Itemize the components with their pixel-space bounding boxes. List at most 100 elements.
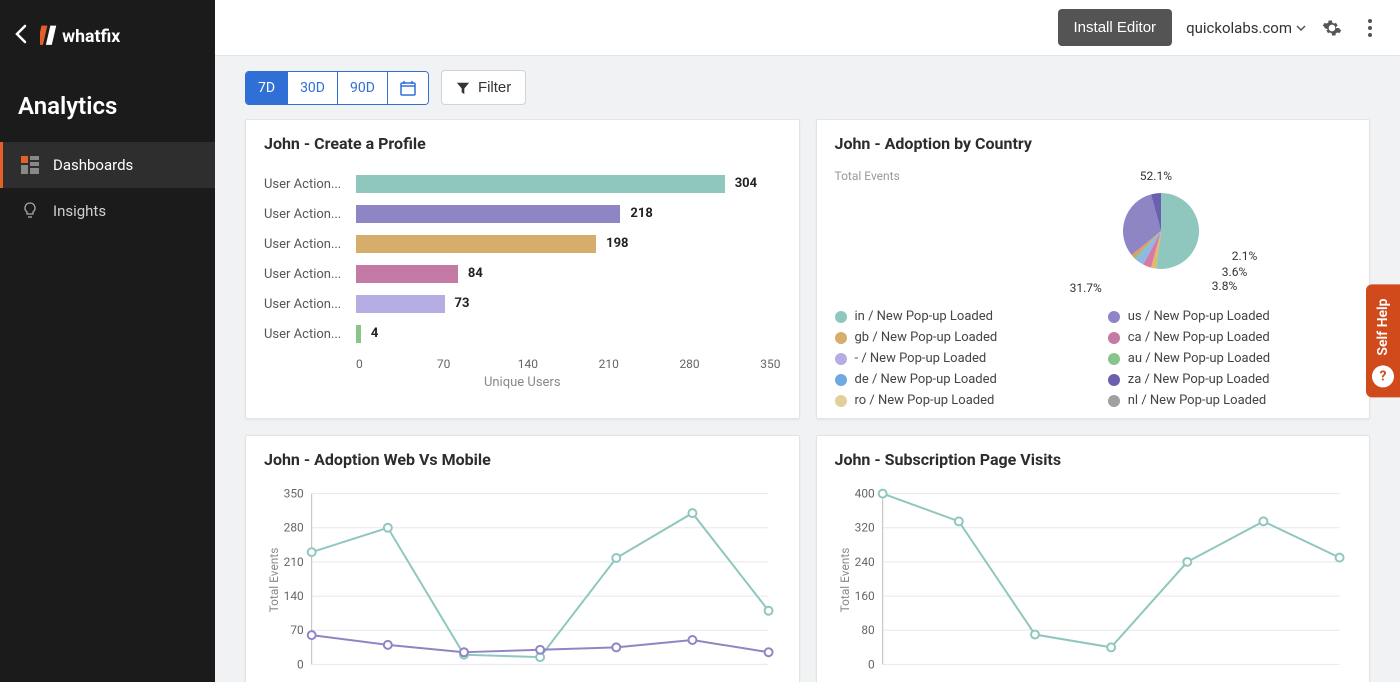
main: Install Editor quickolabs.com 7D30D90D F… [215, 0, 1400, 682]
sidebar-item-label: Dashboards [53, 156, 133, 174]
topbar: Install Editor quickolabs.com [215, 0, 1400, 56]
bar-value: 73 [455, 295, 470, 313]
sidebar-title: Analytics [0, 64, 215, 142]
domain-dropdown[interactable]: quickolabs.com [1186, 19, 1306, 37]
self-help-tab[interactable]: Self Help ? [1366, 284, 1400, 397]
legend-label: ro / New Pop-up Loaded [855, 393, 995, 408]
back-icon[interactable] [14, 24, 28, 49]
card-title: John - Adoption by Country [835, 134, 1352, 153]
legend-item: ca / New Pop-up Loaded [1108, 330, 1351, 345]
filter-icon [456, 81, 470, 95]
legend-item: us / New Pop-up Loaded [1108, 309, 1351, 324]
svg-text:Total Events: Total Events [267, 548, 281, 613]
legend-swatch [1108, 353, 1120, 365]
card-line-subscription: John - Subscription Page Visits 0 80 160 24… [816, 435, 1371, 682]
pie-callout: 3.8% [1212, 279, 1237, 293]
svg-text:210: 210 [284, 555, 304, 569]
card-title: John - Create a Profile [264, 134, 781, 153]
bar-label: User Action... [264, 207, 356, 222]
svg-text:0: 0 [297, 657, 304, 671]
dashboard-icon [21, 156, 39, 174]
card-title: John - Adoption Web Vs Mobile [264, 450, 781, 469]
legend-label: za / New Pop-up Loaded [1128, 372, 1270, 387]
bar-value: 218 [630, 205, 652, 223]
calendar-icon[interactable] [388, 72, 428, 104]
legend-item: - / New Pop-up Loaded [835, 351, 1078, 366]
legend-swatch [835, 395, 847, 407]
domain-label: quickolabs.com [1186, 19, 1292, 37]
more-icon[interactable] [1358, 16, 1382, 40]
svg-text:whatfix: whatfix [62, 27, 120, 47]
bar-label: User Action... [264, 177, 356, 192]
legend-label: in / New Pop-up Loaded [855, 309, 993, 324]
range-7d[interactable]: 7D [246, 72, 288, 104]
bar-row: User Action... 218 [264, 199, 781, 229]
filter-label: Filter [478, 79, 511, 96]
legend-swatch [835, 374, 847, 386]
x-axis-label: Unique Users [264, 375, 781, 390]
sidebar: whatfix Analytics Dashboards Insights [0, 0, 215, 682]
bar-row: User Action...304 [264, 169, 781, 199]
line-chart-1: 0 70 140 210 280 350 Total Events [264, 485, 781, 675]
card-line-web-mobile: John - Adoption Web Vs Mobile 0 70 140 210 2… [245, 435, 800, 682]
svg-text:350: 350 [284, 487, 304, 501]
gear-icon[interactable] [1320, 16, 1344, 40]
toolbar: 7D30D90D Filter [215, 56, 1400, 119]
legend-item: za / New Pop-up Loaded [1108, 372, 1351, 387]
sidebar-item-insights[interactable]: Insights [0, 188, 215, 234]
filter-button[interactable]: Filter [441, 70, 526, 105]
legend-swatch [1108, 332, 1120, 344]
card-bar-chart: John - Create a Profile User Action...30… [245, 119, 800, 419]
line-chart-2: 0 80 160 240 320 400 Total Events [835, 485, 1352, 675]
range-30d[interactable]: 30D [288, 72, 338, 104]
svg-text:70: 70 [290, 623, 304, 637]
svg-text:Total Events: Total Events [837, 548, 851, 613]
lightbulb-icon [21, 202, 39, 220]
svg-text:320: 320 [854, 521, 874, 535]
bar-row: User Action... 84 [264, 259, 781, 289]
install-editor-button[interactable]: Install Editor [1058, 9, 1173, 46]
bar-value: 198 [606, 235, 628, 253]
bar-value: 84 [468, 265, 483, 283]
sidebar-item-dashboards[interactable]: Dashboards [0, 142, 215, 188]
legend-swatch [1108, 395, 1120, 407]
svg-text:160: 160 [854, 589, 874, 603]
bar-value: 4 [371, 325, 378, 343]
total-events-label: Total Events [835, 169, 900, 299]
bar-row: User Action...198 [264, 229, 781, 259]
legend-swatch [835, 353, 847, 365]
legend-swatch [835, 311, 847, 323]
card-pie-chart: John - Adoption by Country Total Events … [816, 119, 1371, 419]
brand-logo: whatfix [40, 22, 158, 50]
svg-text:280: 280 [284, 521, 304, 535]
help-icon: ? [1372, 366, 1394, 388]
sidebar-item-label: Insights [53, 202, 106, 220]
legend-item: nl / New Pop-up Loaded [1108, 393, 1351, 408]
range-90d[interactable]: 90D [338, 72, 388, 104]
legend-swatch [1108, 311, 1120, 323]
bar-label: User Action... [264, 327, 356, 342]
legend-item: de / New Pop-up Loaded [835, 372, 1078, 387]
svg-text:80: 80 [861, 623, 875, 637]
legend-label: au / New Pop-up Loaded [1128, 351, 1270, 366]
svg-text:140: 140 [284, 589, 304, 603]
bar-label: User Action... [264, 267, 356, 282]
pie-callout: 2.1% [1232, 249, 1257, 263]
date-range-segment: 7D30D90D [245, 71, 429, 105]
legend-swatch [1108, 374, 1120, 386]
legend-item: ro / New Pop-up Loaded [835, 393, 1078, 408]
bar-label: User Action... [264, 297, 356, 312]
card-title: John - Subscription Page Visits [835, 450, 1352, 469]
legend-label: nl / New Pop-up Loaded [1128, 393, 1266, 408]
svg-text:400: 400 [854, 487, 874, 501]
chevron-down-icon [1296, 25, 1306, 31]
bar-row: User Action... 73 [264, 289, 781, 319]
legend-label: de / New Pop-up Loaded [855, 372, 997, 387]
svg-text:240: 240 [854, 555, 874, 569]
legend-item: gb / New Pop-up Loaded [835, 330, 1078, 345]
legend-swatch [835, 332, 847, 344]
self-help-label: Self Help [1375, 298, 1391, 355]
pie-callout: 31.7% [1070, 281, 1102, 295]
legend-label: gb / New Pop-up Loaded [855, 330, 998, 345]
svg-text:0: 0 [868, 657, 875, 671]
